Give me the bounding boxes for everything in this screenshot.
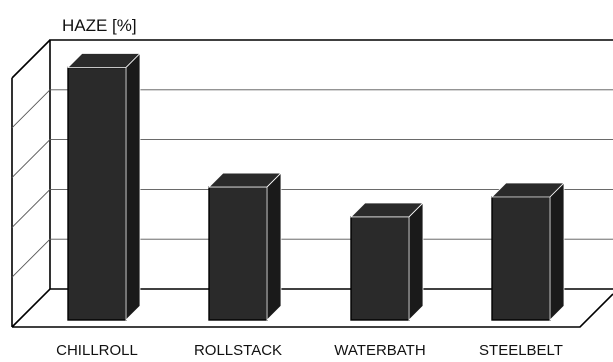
- bar-side: [549, 182, 565, 321]
- bar: [67, 52, 141, 321]
- gridline: [11, 139, 613, 178]
- bar-front: [67, 66, 127, 321]
- gridline: [11, 89, 613, 129]
- floor: [11, 288, 613, 328]
- bar: [491, 182, 565, 321]
- bar-side: [266, 172, 282, 321]
- category-label: WATERBATH: [334, 342, 425, 359]
- gridline: [11, 238, 613, 278]
- category-label: ROLLSTACK: [194, 342, 282, 359]
- bar: [350, 201, 424, 321]
- category-label: STEELBELT: [479, 342, 563, 359]
- side-wall: [11, 39, 51, 327]
- category-label: CHILLROLL: [56, 342, 138, 359]
- y-axis-label: HAZE [%]: [62, 16, 137, 35]
- bar-front: [350, 216, 410, 321]
- gridline: [11, 188, 613, 228]
- bar-side: [408, 201, 424, 321]
- bars: [67, 52, 565, 321]
- bar-front: [208, 186, 268, 321]
- bar-side: [125, 52, 141, 321]
- category-labels: CHILLROLL ROLLSTACK WATERBATH STEELBELT: [56, 342, 563, 359]
- bar: [208, 172, 282, 321]
- chart-frame: [11, 39, 613, 328]
- bar-front: [491, 196, 551, 321]
- gridlines: [11, 89, 613, 278]
